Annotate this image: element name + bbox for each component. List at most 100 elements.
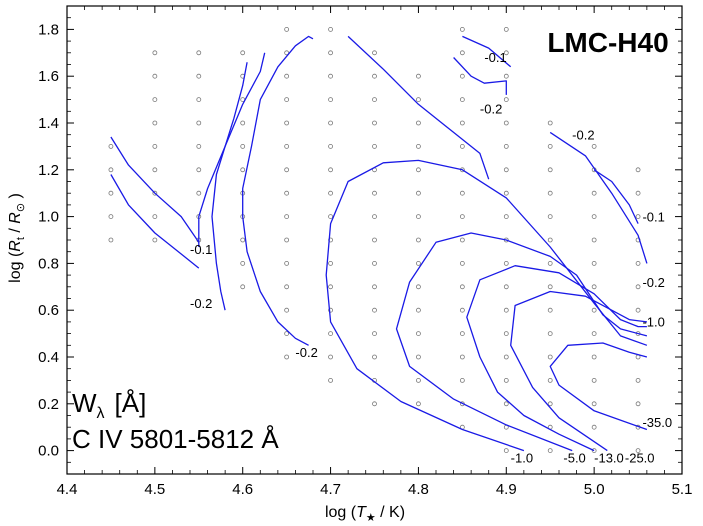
model-point bbox=[328, 167, 333, 173]
model-point bbox=[416, 354, 421, 360]
model-point bbox=[108, 167, 114, 173]
model-point bbox=[547, 401, 553, 407]
model-point bbox=[328, 120, 333, 126]
model-point bbox=[547, 448, 553, 454]
model-point bbox=[416, 377, 421, 383]
model-point bbox=[284, 237, 290, 243]
annotation-line-2: C IV 5801-5812 Å bbox=[72, 424, 279, 454]
model-point bbox=[152, 50, 158, 56]
model-point bbox=[416, 120, 421, 126]
model-point bbox=[503, 260, 509, 266]
contour-label: -5.0 bbox=[563, 450, 585, 465]
model-point bbox=[372, 401, 377, 407]
model-point bbox=[503, 284, 509, 290]
contour-line bbox=[110, 136, 200, 243]
y-tick-label: 1.0 bbox=[38, 209, 59, 226]
contour-line bbox=[211, 62, 248, 311]
contour-line bbox=[510, 290, 647, 452]
model-point bbox=[459, 120, 465, 126]
y-tick-label: 0.8 bbox=[38, 255, 59, 272]
model-point bbox=[372, 143, 377, 149]
model-point bbox=[503, 331, 509, 337]
contour-line bbox=[242, 35, 314, 346]
model-point bbox=[372, 97, 377, 102]
model-point bbox=[503, 214, 509, 220]
model-point bbox=[196, 167, 202, 173]
model-point bbox=[547, 120, 553, 126]
model-point bbox=[328, 143, 333, 149]
model-point bbox=[240, 120, 246, 126]
model-point bbox=[108, 143, 114, 149]
model-point bbox=[416, 260, 421, 266]
model-point bbox=[459, 307, 465, 313]
contour-line bbox=[462, 35, 512, 68]
y-tick-label: 0.6 bbox=[38, 302, 59, 319]
model-point bbox=[459, 377, 465, 383]
contour-label: -0.1 bbox=[190, 242, 212, 257]
model-point bbox=[635, 307, 641, 313]
x-tick-label: 4.8 bbox=[408, 481, 429, 498]
y-tick-label: 1.8 bbox=[38, 21, 59, 38]
model-point bbox=[284, 331, 290, 337]
model-point bbox=[416, 237, 421, 243]
contour-label: -25.0 bbox=[625, 450, 655, 465]
model-point bbox=[152, 190, 158, 196]
y-tick-label: 0.2 bbox=[38, 396, 59, 413]
contour-line bbox=[593, 169, 639, 224]
model-point bbox=[328, 50, 333, 56]
model-point bbox=[328, 190, 333, 196]
x-axis-label: log (T★ / K) bbox=[325, 504, 405, 524]
model-point bbox=[635, 448, 641, 454]
y-axis-label: log (Rt / R⊙ ) bbox=[7, 193, 27, 283]
annotation-line-1: Wλ [Å] bbox=[72, 388, 146, 422]
x-tick-label: 4.5 bbox=[144, 481, 165, 498]
model-point bbox=[591, 401, 597, 407]
y-tick-label: 1.2 bbox=[38, 162, 59, 179]
contour-line bbox=[549, 342, 648, 431]
x-tick-label: 5.1 bbox=[672, 481, 693, 498]
model-point bbox=[152, 237, 158, 243]
model-point bbox=[416, 401, 421, 407]
model-point bbox=[503, 307, 509, 313]
model-point bbox=[328, 260, 333, 266]
model-point bbox=[547, 143, 553, 149]
model-point bbox=[635, 214, 641, 220]
model-point bbox=[284, 73, 290, 79]
model-point bbox=[459, 97, 465, 102]
annotation-w: W bbox=[72, 388, 97, 418]
model-point bbox=[503, 120, 509, 126]
model-point bbox=[503, 167, 509, 173]
annotation-lambda: λ bbox=[97, 405, 105, 422]
model-point bbox=[240, 143, 246, 149]
axis-ticks: 4.4 4.5 4.6 4.7 4.8 4.9 5.0 5.1 0.0 0.2 0.4 0.6 0.8 1… bbox=[38, 6, 692, 498]
model-point bbox=[108, 190, 114, 196]
model-point bbox=[416, 97, 421, 102]
model-point bbox=[591, 307, 597, 313]
contour-line bbox=[347, 35, 490, 180]
model-point bbox=[459, 190, 465, 196]
contour-label: -0.2 bbox=[642, 275, 664, 290]
model-point bbox=[152, 167, 158, 173]
model-point bbox=[503, 73, 509, 79]
model-point bbox=[503, 401, 509, 407]
model-point bbox=[459, 354, 465, 360]
model-point bbox=[547, 284, 553, 290]
contour-line bbox=[466, 265, 647, 452]
model-point bbox=[591, 190, 597, 196]
model-point bbox=[459, 237, 465, 243]
model-point bbox=[591, 143, 597, 149]
contour-line bbox=[110, 174, 200, 269]
model-point bbox=[591, 214, 597, 220]
model-point bbox=[459, 50, 465, 56]
model-point bbox=[372, 307, 377, 313]
x-tick-label: 4.6 bbox=[232, 481, 253, 498]
model-point bbox=[547, 190, 553, 196]
x-tick-label: 4.7 bbox=[320, 481, 341, 498]
model-point bbox=[372, 50, 377, 56]
model-point bbox=[196, 190, 202, 196]
model-point bbox=[328, 26, 333, 32]
contour-label: -0.2 bbox=[572, 127, 594, 142]
model-point bbox=[152, 120, 158, 126]
model-point bbox=[284, 214, 290, 220]
